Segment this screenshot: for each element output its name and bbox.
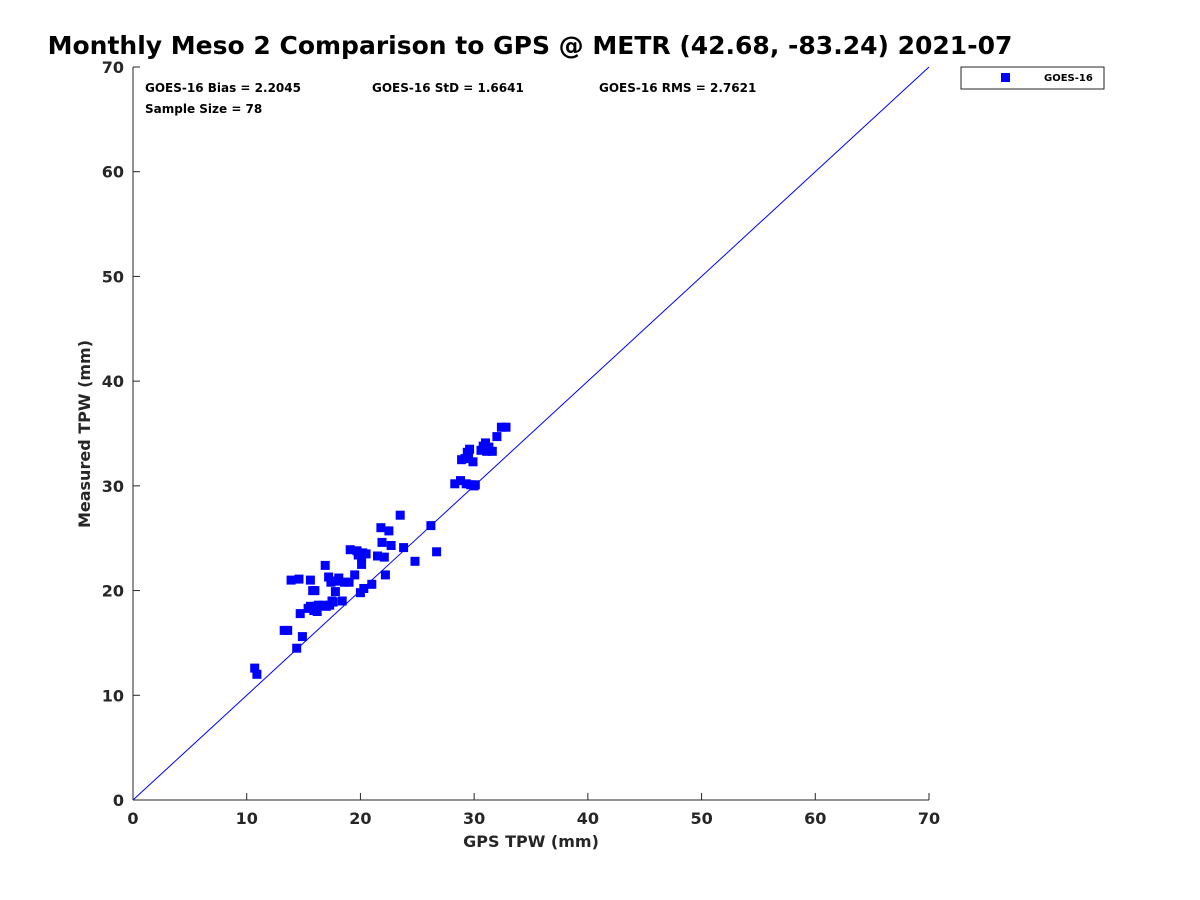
one-to-one-reference-line	[132, 66, 930, 801]
data-point	[357, 559, 367, 569]
data-point	[330, 587, 340, 597]
data-point	[312, 607, 322, 616]
data-point	[252, 669, 262, 679]
chart-title: Monthly Meso 2 Comparison to GPS @ METR …	[48, 31, 1013, 60]
data-point	[345, 545, 355, 555]
data-point	[295, 609, 305, 619]
data-point	[305, 575, 315, 585]
data-point	[468, 457, 478, 467]
legend-marker-square	[1001, 73, 1010, 82]
data-point	[324, 572, 334, 582]
x-tick-label: 10	[236, 809, 258, 828]
y-tick-label: 70	[102, 58, 124, 77]
axes	[132, 67, 929, 801]
data-point	[250, 663, 260, 673]
ticks: 0 10 20 30 40 50 60 70 0 10 20 30 40 50 60 70	[102, 58, 940, 828]
y-tick-label: 30	[102, 477, 124, 496]
data-point	[373, 551, 382, 561]
data-points	[250, 422, 511, 679]
data-point	[297, 632, 307, 642]
data-point	[320, 560, 330, 570]
data-point	[359, 584, 369, 593]
bias-annotation: GOES-16 Bias = 2.2045	[145, 81, 301, 95]
sample-size-annotation: Sample Size = 78	[145, 102, 262, 116]
data-point	[386, 541, 396, 550]
data-point	[350, 570, 360, 580]
data-point	[487, 446, 497, 456]
x-tick-label: 70	[918, 809, 940, 828]
legend-box	[960, 66, 1105, 90]
x-tick-label: 60	[804, 809, 826, 828]
legend-label: GOES-16	[1044, 73, 1093, 84]
data-point	[337, 596, 347, 606]
rms-annotation: GOES-16 RMS = 2.7621	[599, 81, 756, 95]
y-tick-label: 20	[102, 582, 124, 601]
data-point	[376, 523, 386, 533]
data-point	[395, 510, 405, 520]
data-point	[367, 579, 377, 589]
data-point	[292, 643, 302, 653]
data-point	[456, 476, 465, 486]
data-point	[283, 625, 293, 635]
data-point	[379, 552, 389, 562]
stats-annotations: GOES-16 Bias = 2.2045 GOES-16 StD = 1.66…	[145, 81, 756, 116]
legend: GOES-16	[960, 66, 1105, 90]
data-point	[310, 586, 320, 596]
std-annotation: GOES-16 StD = 1.6641	[372, 81, 524, 95]
data-point	[450, 479, 460, 489]
y-tick-label: 40	[102, 372, 124, 391]
data-point	[377, 537, 387, 547]
data-point	[361, 549, 371, 559]
data-point	[492, 432, 502, 442]
x-tick-label: 20	[349, 809, 371, 828]
data-point	[432, 547, 442, 557]
data-point	[286, 575, 296, 585]
x-tick-label: 40	[577, 809, 599, 828]
x-tick-label: 0	[127, 809, 138, 828]
y-axis-label: Measured TPW (mm)	[75, 340, 94, 528]
data-point	[410, 556, 420, 566]
y-tick-label: 0	[113, 791, 124, 810]
data-point	[501, 422, 511, 432]
x-tick-label: 50	[690, 809, 712, 828]
data-point	[334, 573, 344, 583]
data-point	[426, 521, 436, 531]
data-point	[294, 574, 304, 584]
x-axis-label: GPS TPW (mm)	[463, 832, 599, 851]
data-point	[470, 480, 480, 490]
data-point	[340, 577, 349, 587]
data-point	[465, 444, 475, 454]
data-point	[328, 597, 338, 607]
data-point	[380, 570, 390, 580]
data-point	[399, 543, 409, 553]
x-tick-label: 30	[463, 809, 485, 828]
y-tick-label: 60	[102, 163, 124, 182]
y-tick-label: 10	[102, 686, 124, 705]
data-point	[496, 422, 506, 432]
data-point	[344, 577, 354, 587]
data-point	[384, 526, 394, 536]
data-point	[464, 451, 473, 460]
y-tick-label: 50	[102, 267, 124, 286]
